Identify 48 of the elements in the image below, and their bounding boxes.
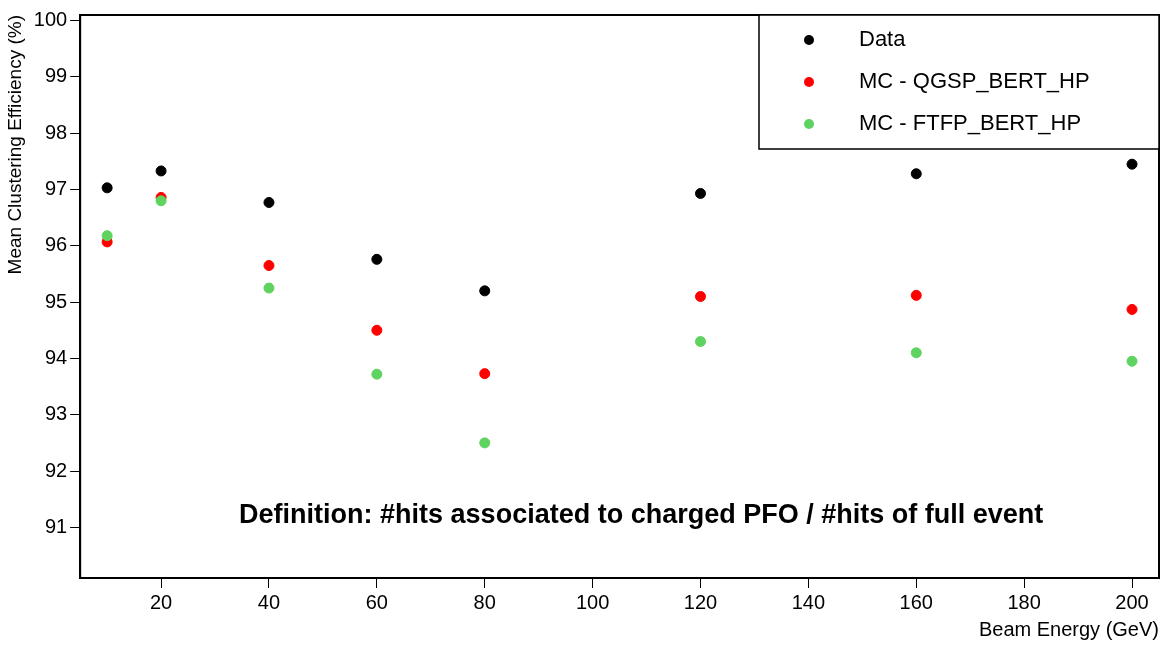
x-tick-label: 20 — [149, 590, 173, 613]
y-tick-label: 92 — [44, 458, 68, 481]
point — [155, 195, 167, 207]
point — [263, 260, 275, 272]
point — [910, 168, 922, 180]
point — [101, 182, 113, 194]
point — [263, 282, 275, 294]
x-tick-label: 180 — [1007, 590, 1041, 613]
x-tick-label: 80 — [473, 590, 496, 613]
x-tick-label: 140 — [791, 590, 826, 613]
point — [479, 368, 491, 380]
point — [1126, 355, 1138, 367]
x-axis-title: Beam Energy (GeV) — [978, 617, 1159, 640]
x-tick-label: 160 — [899, 590, 933, 613]
point — [263, 196, 275, 208]
point — [695, 291, 706, 302]
point — [479, 285, 491, 297]
point — [155, 165, 167, 177]
point — [1126, 303, 1138, 315]
y-tick-label: 95 — [44, 289, 68, 312]
x-tick-label: 100 — [575, 590, 610, 613]
point — [479, 437, 491, 449]
y-tick-label: 97 — [44, 177, 68, 200]
x-tick-label: 120 — [683, 590, 718, 613]
x-tick-label: 200 — [1115, 590, 1149, 613]
x-tick-label: 40 — [257, 590, 281, 613]
legend-label: Data — [859, 26, 907, 52]
y-tick-label: 93 — [44, 402, 68, 425]
y-tick-label: 91 — [44, 514, 68, 537]
point — [695, 336, 706, 348]
y-tick-label: 98 — [44, 120, 68, 143]
point — [1126, 158, 1138, 170]
point — [695, 187, 706, 199]
point — [910, 289, 922, 301]
y-tick-label: 100 — [33, 8, 68, 31]
point — [910, 347, 922, 359]
y-axis-title: Mean Clustering Efficiency (%) — [3, 15, 25, 275]
legend-label: MC - FTFP_BERT_HP — [859, 110, 1082, 136]
y-tick-label: 99 — [44, 64, 68, 87]
legend-label: MC - QGSP_BERT_HP — [859, 68, 1090, 94]
annotation: Definition: #hits associated to charged PFO / #hits of full event — [239, 499, 1044, 530]
y-tick-label: 94 — [44, 345, 68, 368]
point — [371, 368, 383, 380]
point — [371, 324, 383, 336]
x-tick-label: 60 — [365, 590, 388, 613]
point — [371, 253, 383, 265]
point — [101, 230, 113, 242]
y-tick-label: 96 — [44, 233, 68, 256]
